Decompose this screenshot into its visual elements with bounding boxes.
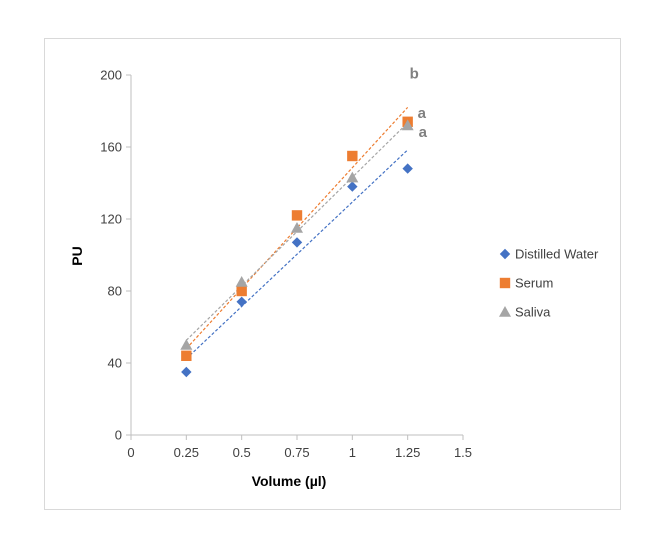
distilled-water-annotation: a	[419, 124, 428, 141]
saliva-annotation: a	[418, 105, 427, 122]
y-tick-label: 0	[115, 428, 122, 443]
legend-saliva-label: Saliva	[515, 305, 551, 320]
distilled-water-point	[402, 163, 413, 174]
x-tick-label: 0.25	[174, 445, 199, 460]
serum-point	[347, 150, 358, 162]
legend-serum-label: Serum	[515, 276, 553, 291]
legend-distilled-water-marker	[499, 248, 511, 260]
serum-trendline	[185, 106, 409, 350]
serum-point	[236, 285, 247, 297]
distilled-water-point	[347, 181, 358, 192]
serum-point	[181, 350, 192, 361]
x-axis-title: Volume (µl)	[252, 473, 327, 489]
y-tick-label: 40	[108, 356, 122, 371]
x-tick-label: 0.5	[233, 445, 251, 460]
legend-saliva-marker	[499, 306, 511, 317]
x-tick-label: 0	[127, 445, 134, 460]
saliva-point	[235, 276, 248, 287]
x-tick-label: 1.25	[395, 445, 420, 460]
legend: Distilled Water Serum Saliva	[499, 247, 599, 320]
legend-distilled-water-label: Distilled Water	[515, 247, 599, 262]
saliva-point	[346, 171, 359, 183]
axes: 0 40 80 120 160 200 0 0.25 0.5 0.75 1 1.25 1.5	[100, 68, 472, 461]
saliva-point	[401, 119, 414, 131]
y-tick-label: 80	[108, 284, 122, 299]
distilled-water-trendline	[185, 149, 409, 360]
y-tick-label: 120	[100, 212, 122, 227]
distilled-water-point	[181, 366, 192, 378]
y-tick-label: 200	[100, 68, 122, 83]
serum-annotation: b	[410, 65, 419, 82]
chart-area: 0 40 80 120 160 200 0 0.25 0.5 0.75 1 1.25 1.5 a b a D…	[44, 38, 621, 510]
trendlines	[185, 106, 409, 360]
x-tick-label: 0.75	[284, 445, 309, 460]
chart-svg: 0 40 80 120 160 200 0 0.25 0.5 0.75 1 1.25 1.5 a b a D…	[69, 65, 599, 489]
legend-serum-marker	[499, 277, 511, 289]
saliva-point	[291, 222, 303, 233]
x-tick-label: 1.5	[454, 445, 472, 460]
y-axis-title: PU	[69, 246, 85, 265]
x-tick-label: 1	[349, 445, 356, 460]
serum-point	[291, 210, 303, 221]
distilled-water-point	[236, 296, 247, 307]
distilled-water-point	[291, 237, 303, 248]
data-points	[180, 116, 414, 378]
saliva-point	[180, 339, 193, 350]
y-tick-label: 160	[100, 140, 122, 155]
annotations: a b a	[410, 65, 428, 140]
